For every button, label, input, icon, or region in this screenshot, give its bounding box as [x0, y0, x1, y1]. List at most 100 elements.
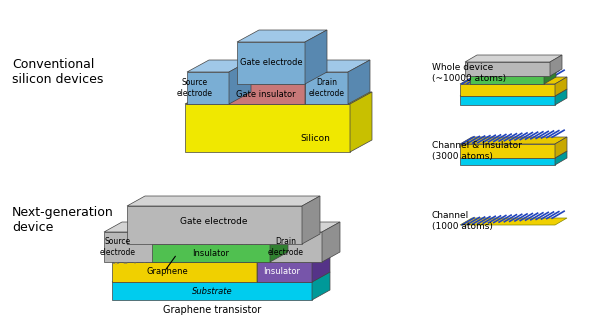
- Circle shape: [257, 232, 260, 235]
- Polygon shape: [170, 257, 176, 261]
- Text: Substrate: Substrate: [191, 287, 232, 297]
- Circle shape: [248, 243, 251, 246]
- Polygon shape: [170, 235, 176, 239]
- Polygon shape: [146, 242, 152, 246]
- Circle shape: [200, 234, 203, 237]
- Circle shape: [248, 232, 251, 235]
- Polygon shape: [113, 260, 119, 264]
- Polygon shape: [189, 234, 195, 238]
- Polygon shape: [208, 244, 214, 249]
- Text: Gate electrode: Gate electrode: [180, 218, 248, 227]
- Circle shape: [176, 252, 179, 255]
- Circle shape: [200, 245, 203, 248]
- Polygon shape: [237, 30, 327, 42]
- Circle shape: [119, 255, 122, 258]
- Polygon shape: [179, 257, 185, 261]
- Polygon shape: [312, 252, 330, 282]
- Polygon shape: [257, 262, 312, 282]
- Circle shape: [138, 243, 141, 246]
- Polygon shape: [185, 104, 350, 152]
- Polygon shape: [550, 55, 562, 76]
- Polygon shape: [256, 253, 262, 258]
- Polygon shape: [555, 137, 567, 158]
- Polygon shape: [146, 252, 152, 257]
- Circle shape: [214, 239, 217, 242]
- Circle shape: [209, 245, 212, 248]
- Polygon shape: [112, 282, 312, 300]
- Text: Drain
electrode: Drain electrode: [309, 78, 345, 98]
- Polygon shape: [203, 239, 209, 244]
- Polygon shape: [179, 245, 185, 250]
- Polygon shape: [250, 237, 257, 241]
- Circle shape: [185, 241, 188, 244]
- Circle shape: [191, 246, 193, 249]
- Circle shape: [167, 252, 170, 255]
- Polygon shape: [142, 258, 148, 263]
- Text: Graphene: Graphene: [146, 268, 188, 276]
- Circle shape: [143, 259, 146, 262]
- Polygon shape: [151, 247, 157, 251]
- Circle shape: [185, 252, 188, 254]
- Polygon shape: [155, 252, 161, 257]
- Polygon shape: [217, 233, 224, 237]
- Polygon shape: [208, 233, 214, 238]
- Text: Source
electrode: Source electrode: [100, 237, 136, 257]
- Polygon shape: [155, 241, 161, 245]
- Polygon shape: [229, 60, 251, 104]
- Circle shape: [242, 249, 245, 252]
- Polygon shape: [160, 236, 167, 240]
- Circle shape: [248, 254, 251, 257]
- Circle shape: [157, 242, 160, 245]
- Polygon shape: [270, 232, 322, 262]
- Text: Channel & Insulator
(3000 atoms): Channel & Insulator (3000 atoms): [432, 141, 522, 161]
- Circle shape: [191, 257, 193, 260]
- Polygon shape: [193, 239, 200, 244]
- Polygon shape: [270, 222, 340, 232]
- Polygon shape: [122, 259, 128, 264]
- Circle shape: [162, 258, 165, 261]
- Text: Insulator: Insulator: [263, 268, 301, 276]
- Circle shape: [172, 247, 175, 250]
- Polygon shape: [322, 222, 340, 262]
- Circle shape: [133, 237, 137, 240]
- Circle shape: [266, 242, 269, 245]
- Circle shape: [191, 235, 193, 238]
- Circle shape: [238, 244, 241, 247]
- Polygon shape: [227, 72, 327, 84]
- Polygon shape: [187, 72, 229, 104]
- Circle shape: [219, 256, 222, 259]
- Polygon shape: [265, 231, 271, 235]
- Circle shape: [195, 240, 198, 243]
- Circle shape: [205, 240, 208, 243]
- Polygon shape: [136, 253, 143, 257]
- Circle shape: [238, 255, 241, 258]
- Polygon shape: [203, 250, 209, 254]
- Polygon shape: [241, 237, 247, 242]
- Polygon shape: [236, 232, 242, 236]
- Circle shape: [133, 248, 137, 252]
- Circle shape: [219, 234, 222, 236]
- Circle shape: [115, 249, 118, 252]
- Polygon shape: [136, 242, 143, 246]
- Text: Whole device
(~10000 atoms): Whole device (~10000 atoms): [432, 63, 506, 83]
- Circle shape: [172, 236, 175, 239]
- Text: Graphene transistor: Graphene transistor: [163, 305, 261, 315]
- Polygon shape: [350, 92, 372, 152]
- Polygon shape: [246, 243, 252, 247]
- Circle shape: [205, 251, 208, 254]
- Circle shape: [242, 238, 245, 241]
- Polygon shape: [222, 249, 228, 253]
- Circle shape: [252, 237, 255, 241]
- Polygon shape: [118, 254, 124, 258]
- Circle shape: [262, 237, 265, 240]
- Polygon shape: [460, 218, 567, 225]
- Polygon shape: [260, 236, 266, 241]
- Polygon shape: [555, 89, 567, 105]
- Circle shape: [271, 236, 274, 240]
- Polygon shape: [265, 253, 271, 257]
- Circle shape: [115, 238, 118, 241]
- Circle shape: [133, 260, 137, 262]
- Polygon shape: [113, 238, 119, 242]
- Polygon shape: [305, 72, 327, 104]
- Polygon shape: [246, 253, 252, 258]
